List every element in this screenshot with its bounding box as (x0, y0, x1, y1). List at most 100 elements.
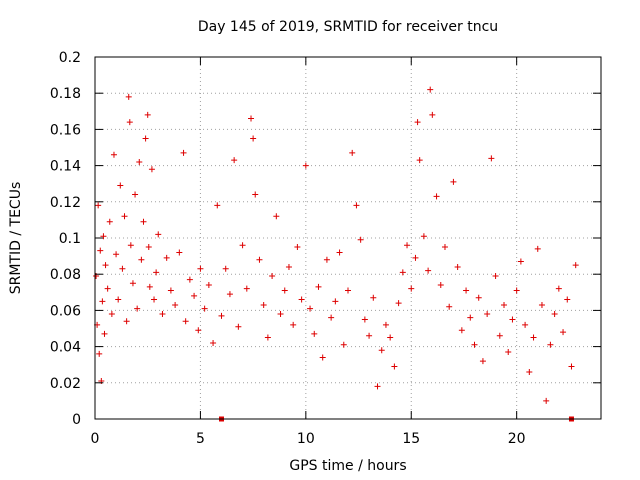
data-point (382, 321, 389, 328)
y-tick-labels: 0 0.02 0.04 0.06 0.08 0.1 0.12 0.14 0.16 0.18 0.2 (50, 50, 81, 428)
data-point (129, 280, 136, 287)
data-point (509, 316, 516, 323)
data-point (146, 283, 153, 290)
data-point (374, 383, 381, 390)
data-point (121, 213, 128, 220)
data-point (568, 363, 575, 370)
y-tick-label: 0.2 (59, 50, 81, 66)
x-tick-label: 5 (196, 431, 205, 447)
data-point (433, 193, 440, 200)
data-point (96, 350, 103, 357)
y-tick-label: 0.12 (50, 195, 81, 211)
data-point (226, 291, 233, 298)
data-point (210, 339, 217, 346)
data-point (186, 276, 193, 283)
data-point (450, 178, 457, 185)
data-point (273, 213, 280, 220)
x-tick-label: 0 (91, 431, 100, 447)
data-point (95, 202, 102, 209)
data-point (572, 262, 579, 269)
data-point (505, 349, 512, 356)
data-point (119, 265, 126, 272)
data-point (145, 244, 152, 251)
data-point (127, 242, 134, 249)
data-point (315, 283, 322, 290)
data-point (218, 312, 225, 319)
data-point (239, 242, 246, 249)
data-point (113, 251, 120, 258)
data-point (475, 294, 482, 301)
data-points (93, 86, 579, 404)
data-point (560, 329, 567, 336)
data-point (140, 218, 147, 225)
data-point (252, 191, 259, 198)
data-point (132, 191, 139, 198)
data-point (564, 296, 571, 303)
data-point (429, 111, 436, 118)
data-point (357, 236, 364, 243)
data-point (391, 363, 398, 370)
data-point (340, 341, 347, 348)
data-point (205, 282, 212, 289)
x-axis-label: GPS time / hours (289, 458, 406, 474)
data-point (260, 301, 267, 308)
data-point (471, 341, 478, 348)
data-point (454, 263, 461, 270)
data-point (126, 119, 133, 126)
data-point (479, 358, 486, 365)
data-point (153, 269, 160, 276)
data-point (412, 254, 419, 261)
data-point (319, 354, 326, 361)
data-point (180, 149, 187, 156)
data-point (332, 298, 339, 305)
data-point (277, 311, 284, 318)
data-point (294, 244, 301, 251)
data-point (201, 305, 208, 312)
data-point (467, 314, 474, 321)
data-point (97, 247, 104, 254)
data-point (167, 287, 174, 294)
data-point (522, 321, 529, 328)
data-point (395, 300, 402, 307)
grid-lines (95, 57, 601, 419)
y-tick-label: 0.06 (50, 303, 81, 319)
data-point (117, 182, 124, 189)
data-point (182, 318, 189, 325)
data-point (414, 119, 421, 126)
x-tick-labels: 0 5 10 15 20 (91, 431, 526, 447)
data-point (530, 334, 537, 341)
data-point (108, 311, 115, 318)
data-point (99, 298, 106, 305)
data-point (142, 135, 149, 142)
data-point (269, 273, 276, 280)
y-tick-label: 0.02 (50, 376, 81, 392)
data-point (155, 231, 162, 238)
data-point (366, 332, 373, 339)
y-tick-label: 0.1 (59, 231, 81, 247)
data-point (136, 158, 143, 165)
data-point (311, 330, 318, 337)
x-tick-label: 20 (508, 431, 526, 447)
data-point (148, 166, 155, 173)
data-point (441, 244, 448, 251)
data-point (408, 285, 415, 292)
data-point (151, 296, 158, 303)
data-point (250, 135, 257, 142)
data-point (110, 151, 117, 158)
data-point (176, 249, 183, 256)
data-point (197, 265, 204, 272)
data-point (104, 285, 111, 292)
data-point (513, 287, 520, 294)
data-point (551, 311, 558, 318)
data-point (195, 327, 202, 334)
data-point (399, 269, 406, 276)
data-point (106, 218, 113, 225)
data-point (336, 249, 343, 256)
data-point (172, 301, 179, 308)
data-point (328, 314, 335, 321)
data-point (404, 242, 411, 249)
data-point (425, 267, 432, 274)
data-point (353, 202, 360, 209)
data-point (134, 305, 141, 312)
y-tick-label: 0.18 (50, 86, 81, 102)
